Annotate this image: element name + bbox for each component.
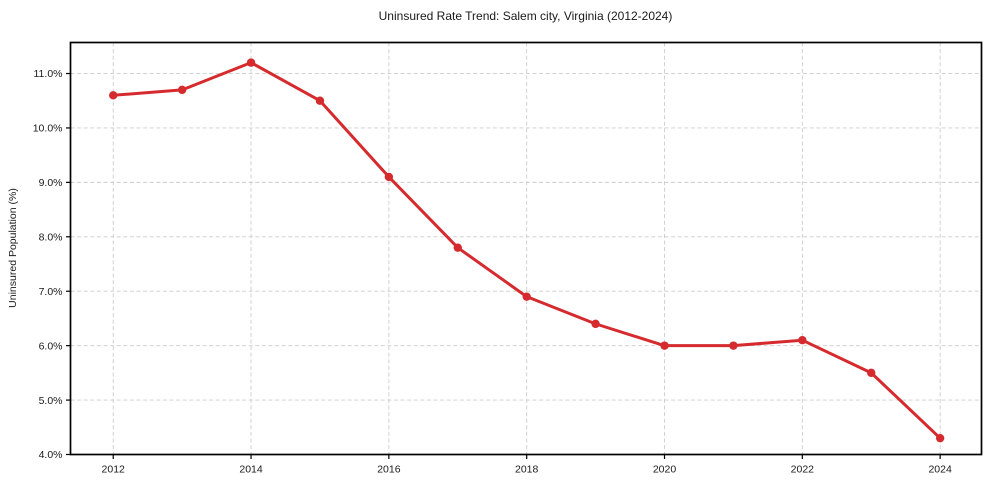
data-point-2015 <box>315 96 325 105</box>
data-point-2024 <box>935 433 945 443</box>
data-point-2013 <box>177 85 187 95</box>
data-point-2021 <box>729 341 738 350</box>
data-point-2020 <box>660 341 669 350</box>
data-point-2022 <box>798 336 807 345</box>
x-tick-label: 2018 <box>515 464 539 476</box>
y-tick-label: 9.0% <box>39 177 63 189</box>
y-tick-label: 11.0% <box>34 68 63 80</box>
data-point-2016 <box>384 172 394 182</box>
data-point-2014 <box>246 58 256 67</box>
y-axis-label: Uninsured Population (%) <box>7 188 19 308</box>
y-tick-label: 6.0% <box>39 340 63 352</box>
data-point-2017 <box>453 243 462 252</box>
y-tick-label: 7.0% <box>39 286 63 298</box>
x-tick-label: 2012 <box>102 464 126 476</box>
data-point-2023 <box>867 368 876 378</box>
data-point-2018 <box>522 292 531 301</box>
x-tick-label: 2022 <box>791 464 815 476</box>
data-point-2012 <box>109 91 118 100</box>
x-tick-label: 2014 <box>239 464 263 476</box>
plot-border <box>69 41 983 456</box>
y-tick-label: 8.0% <box>39 231 63 243</box>
x-tick-label: 2024 <box>928 464 952 476</box>
y-tick-label: 4.0% <box>39 449 63 461</box>
y-tick-label: 10.0% <box>33 123 63 135</box>
chart-title: Uninsured Rate Trend: Salem city, Virgin… <box>378 9 673 23</box>
y-tick-label: 5.0% <box>39 395 63 407</box>
x-tick-label: 2020 <box>653 464 677 476</box>
x-tick-label: 2016 <box>377 464 401 476</box>
data-point-2019 <box>591 319 600 329</box>
